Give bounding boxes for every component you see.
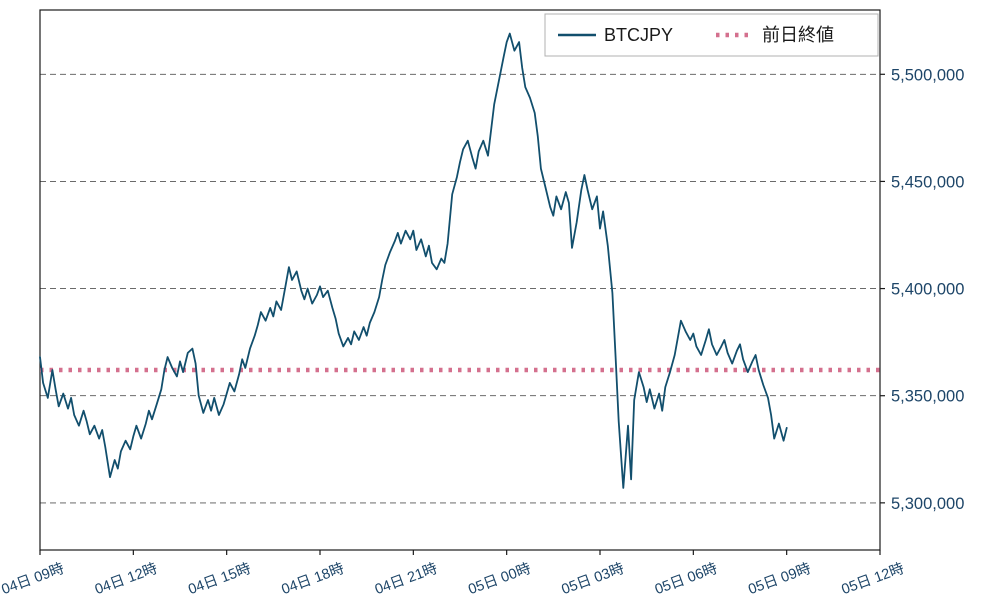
x-tick-label: 04日 21時 xyxy=(372,560,439,598)
x-tick-label: 04日 15時 xyxy=(186,560,253,598)
x-tick-label: 05日 09時 xyxy=(746,560,813,598)
x-tick-label: 04日 12時 xyxy=(92,560,159,598)
y-tick-label: 5,400,000 xyxy=(891,281,964,299)
x-tick-label: 05日 03時 xyxy=(559,560,626,598)
x-tick-label: 04日 18時 xyxy=(279,560,346,598)
legend-box xyxy=(544,13,879,57)
x-tick-label: 05日 00時 xyxy=(466,560,533,598)
y-tick-label: 5,450,000 xyxy=(891,173,964,191)
y-tick-label: 5,500,000 xyxy=(891,66,964,84)
y-tick-label: 5,350,000 xyxy=(891,388,964,406)
x-tick-label: 04日 09時 xyxy=(0,560,66,598)
legend-label: 前日終値 xyxy=(762,25,834,45)
btcjpy-line xyxy=(39,32,788,489)
plot-border xyxy=(39,9,881,551)
x-tick-label: 05日 06時 xyxy=(652,560,719,598)
x-tick-label: 05日 12時 xyxy=(839,560,906,598)
y-tick-label: 5,300,000 xyxy=(891,495,964,513)
legend-label: BTCJPY xyxy=(604,25,673,45)
